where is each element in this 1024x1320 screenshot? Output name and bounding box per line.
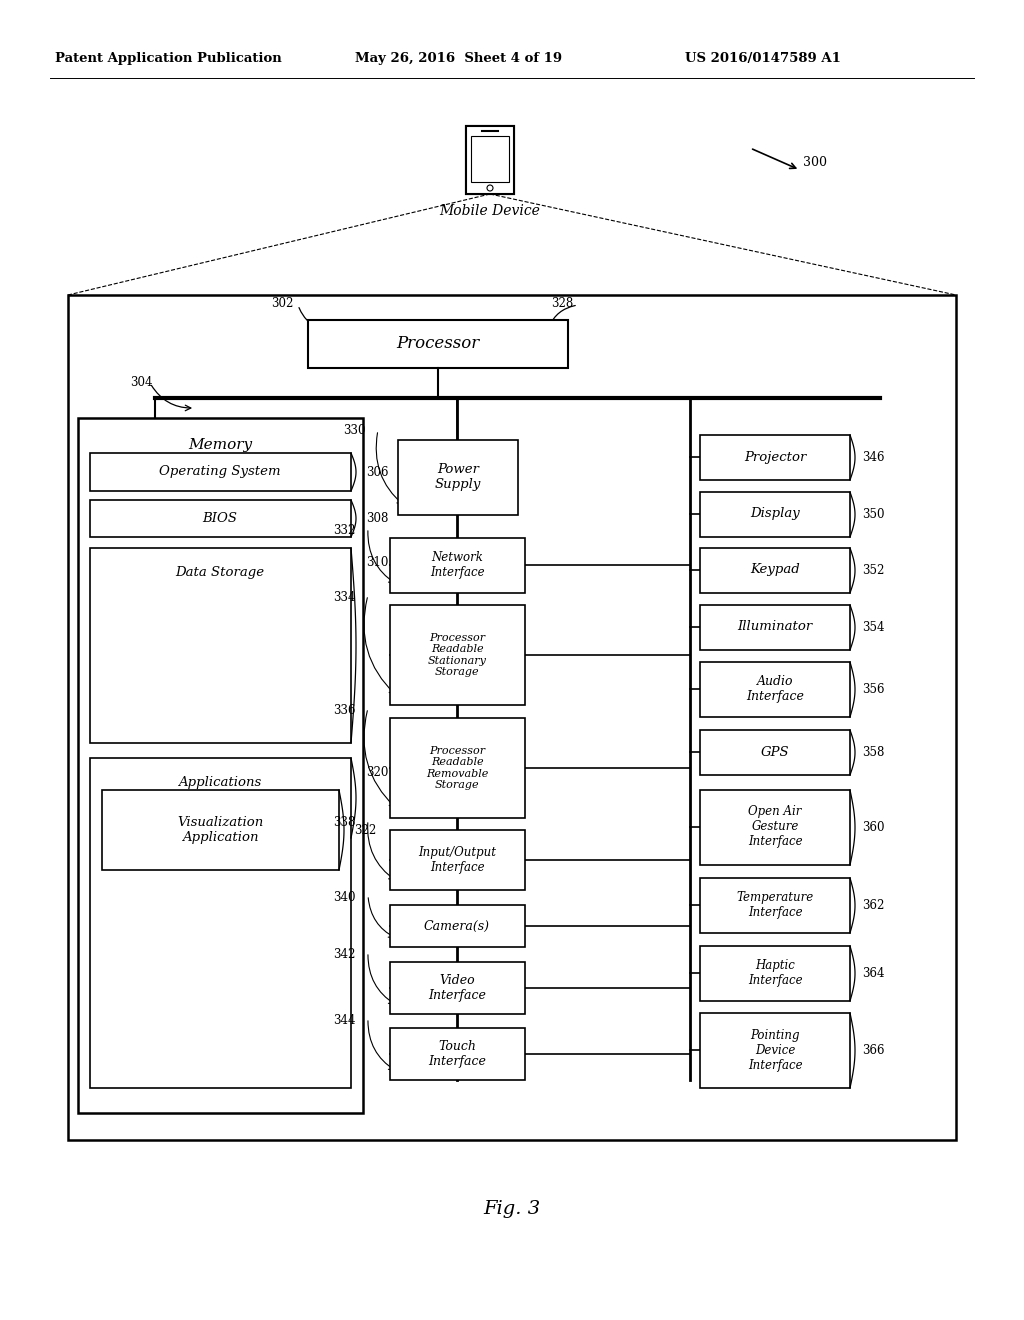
Bar xyxy=(700,436,850,480)
Bar xyxy=(700,946,850,1001)
Text: Pointing
Device
Interface: Pointing Device Interface xyxy=(748,1028,803,1072)
Text: Applications: Applications xyxy=(178,776,261,789)
Bar xyxy=(466,125,514,194)
Text: Fig. 3: Fig. 3 xyxy=(483,1200,541,1218)
Bar xyxy=(471,136,509,182)
Bar xyxy=(90,500,351,537)
Text: 338: 338 xyxy=(334,816,356,829)
Bar xyxy=(90,548,351,743)
Bar xyxy=(466,125,514,194)
Text: 354: 354 xyxy=(862,620,885,634)
Text: 362: 362 xyxy=(862,899,885,912)
Text: Patent Application Publication: Patent Application Publication xyxy=(55,51,282,65)
Text: 352: 352 xyxy=(862,564,885,577)
Text: Display: Display xyxy=(751,507,800,520)
Text: 306: 306 xyxy=(366,466,388,479)
Text: Operating System: Operating System xyxy=(159,466,281,479)
Bar xyxy=(390,718,525,818)
Bar xyxy=(390,539,525,593)
Text: 320: 320 xyxy=(366,766,388,779)
Text: 302: 302 xyxy=(270,297,293,310)
Text: Camera(s): Camera(s) xyxy=(424,920,490,932)
Bar xyxy=(308,319,568,368)
Text: Illuminator: Illuminator xyxy=(737,620,813,634)
Text: 328: 328 xyxy=(551,297,573,310)
Text: 364: 364 xyxy=(862,968,885,979)
Bar xyxy=(90,758,351,1088)
Text: Touch
Interface: Touch Interface xyxy=(428,1040,486,1068)
Text: GPS: GPS xyxy=(761,746,790,759)
Text: 330: 330 xyxy=(343,424,366,437)
Bar xyxy=(102,789,339,870)
Text: Input/Output
Interface: Input/Output Interface xyxy=(418,846,496,874)
Text: 322: 322 xyxy=(354,824,376,837)
Text: Audio
Interface: Audio Interface xyxy=(746,675,804,704)
Text: Open Air
Gesture
Interface: Open Air Gesture Interface xyxy=(748,805,803,849)
Text: 358: 358 xyxy=(862,746,885,759)
Text: Projector: Projector xyxy=(743,450,806,463)
Bar xyxy=(90,453,351,491)
Bar xyxy=(700,605,850,649)
Text: 300: 300 xyxy=(803,156,827,169)
Text: Video
Interface: Video Interface xyxy=(428,974,486,1002)
Text: 342: 342 xyxy=(334,948,356,961)
Text: 366: 366 xyxy=(862,1044,885,1057)
Bar xyxy=(390,605,525,705)
Text: 340: 340 xyxy=(334,891,356,904)
Text: Processor
Readable
Removable
Storage: Processor Readable Removable Storage xyxy=(426,746,488,791)
Text: 344: 344 xyxy=(334,1014,356,1027)
Bar xyxy=(390,1028,525,1080)
Text: US 2016/0147589 A1: US 2016/0147589 A1 xyxy=(685,51,841,65)
Text: 308: 308 xyxy=(366,511,388,524)
Bar xyxy=(390,830,525,890)
Text: Data Storage: Data Storage xyxy=(175,566,264,579)
Bar xyxy=(398,440,518,515)
Text: Processor: Processor xyxy=(396,335,479,352)
Text: Visualization
Application: Visualization Application xyxy=(177,816,263,843)
Text: 346: 346 xyxy=(862,451,885,465)
Text: May 26, 2016  Sheet 4 of 19: May 26, 2016 Sheet 4 of 19 xyxy=(355,51,562,65)
Text: Power
Supply: Power Supply xyxy=(435,463,481,491)
Text: 310: 310 xyxy=(366,556,388,569)
Text: 332: 332 xyxy=(334,524,356,537)
Bar xyxy=(466,125,514,194)
Text: Network
Interface: Network Interface xyxy=(430,550,484,579)
Bar xyxy=(390,962,525,1014)
Bar xyxy=(700,548,850,593)
Bar xyxy=(700,730,850,775)
Bar xyxy=(78,418,362,1113)
Text: 304: 304 xyxy=(130,376,153,389)
Text: Haptic
Interface: Haptic Interface xyxy=(748,960,803,987)
Text: Processor
Readable
Stationary
Storage: Processor Readable Stationary Storage xyxy=(428,632,486,677)
Bar xyxy=(68,294,956,1140)
Bar xyxy=(700,492,850,537)
Text: 336: 336 xyxy=(334,704,356,717)
Text: Keypad: Keypad xyxy=(751,564,800,577)
Bar xyxy=(700,878,850,933)
Text: 360: 360 xyxy=(862,821,885,834)
Bar xyxy=(700,663,850,717)
Text: 350: 350 xyxy=(862,508,885,521)
Text: Temperature
Interface: Temperature Interface xyxy=(736,891,814,919)
Bar xyxy=(700,1012,850,1088)
Bar xyxy=(390,906,525,946)
Text: BIOS: BIOS xyxy=(203,511,238,524)
Text: Mobile Device: Mobile Device xyxy=(439,205,541,218)
Text: 334: 334 xyxy=(334,591,356,605)
Text: Memory: Memory xyxy=(188,438,252,451)
Bar xyxy=(700,789,850,865)
Text: 356: 356 xyxy=(862,682,885,696)
